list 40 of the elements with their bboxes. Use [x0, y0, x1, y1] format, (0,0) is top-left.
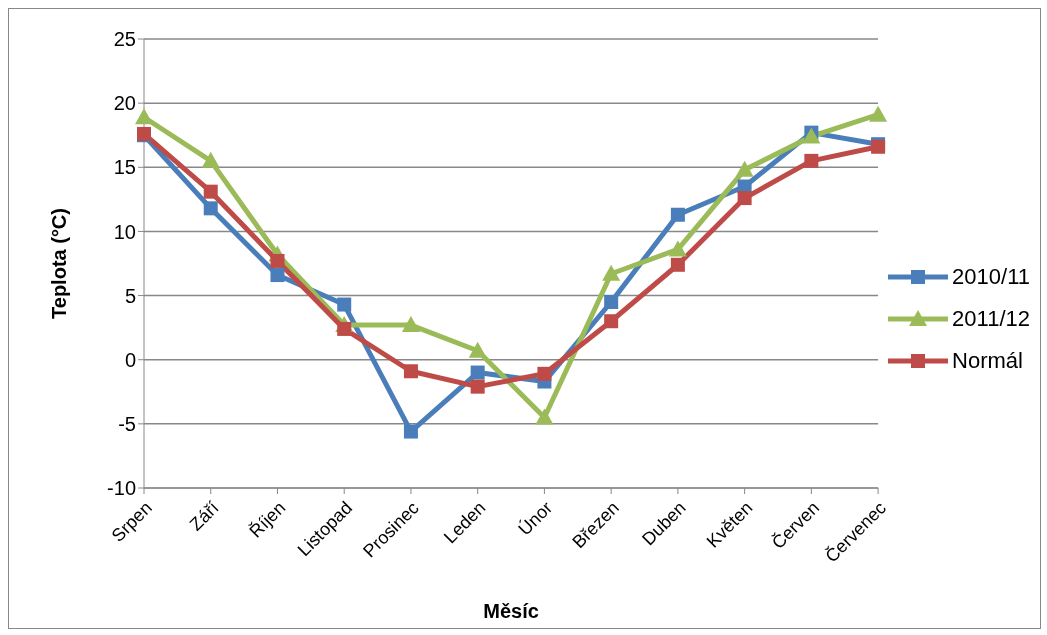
y-tick-label: -10 — [107, 477, 136, 500]
point — [602, 264, 621, 281]
y-tick-label: 5 — [124, 284, 136, 307]
y-tick-label: -5 — [118, 412, 136, 435]
point — [468, 341, 487, 358]
point — [401, 316, 420, 333]
y-tick-label: 0 — [124, 348, 136, 371]
point — [337, 297, 352, 312]
point — [804, 153, 819, 168]
point — [668, 240, 687, 257]
point — [337, 321, 352, 336]
point — [270, 268, 285, 283]
point — [403, 424, 418, 439]
x-axis-title: Měsíc — [483, 600, 539, 622]
point — [203, 184, 218, 199]
point — [135, 108, 153, 125]
point — [535, 408, 554, 425]
point — [470, 365, 485, 380]
y-tick-label: 15 — [113, 156, 136, 179]
point — [802, 127, 821, 144]
legend-label: 2010/11 — [952, 263, 1030, 290]
point — [869, 105, 888, 122]
point — [537, 366, 552, 381]
y-axis-title: Teplota (°C) — [48, 208, 71, 319]
point — [201, 151, 220, 168]
point — [670, 257, 685, 272]
point — [403, 364, 418, 379]
point — [470, 379, 485, 394]
point — [203, 201, 218, 216]
legend-label: 2011/12 — [952, 305, 1030, 332]
point — [737, 191, 752, 206]
y-tick-label: 10 — [113, 220, 136, 243]
point — [735, 160, 754, 177]
point — [270, 253, 285, 268]
point — [670, 207, 685, 222]
point — [604, 314, 619, 329]
y-tick-label: 20 — [113, 92, 136, 115]
point — [604, 294, 619, 309]
y-tick-label: 25 — [113, 28, 136, 51]
legend-label: Normál — [952, 347, 1023, 374]
